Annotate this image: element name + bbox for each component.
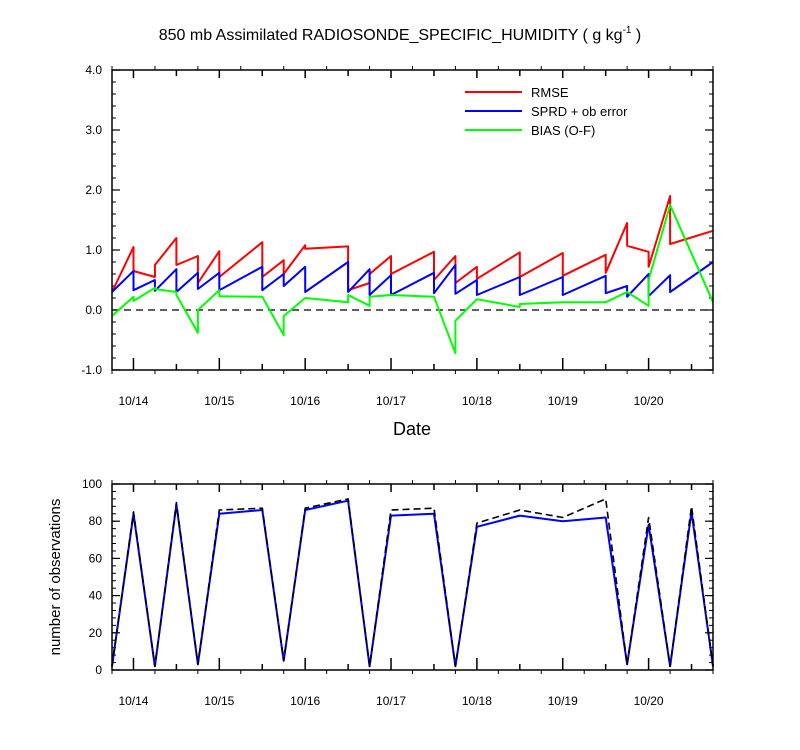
y-tick-label: 1.0: [85, 243, 102, 257]
observations-plot-frame: [111, 483, 714, 671]
y-tick-label: 3.0: [85, 123, 102, 137]
x-axis-label: Date: [393, 419, 431, 439]
rmse-plot-area: -1.0 0.0 1.0 2.0 3.0 4.0 10/14 10/15 10/16 10/17 1…: [81, 63, 714, 408]
x-tick-label: 10/16: [290, 694, 320, 708]
rmse-chart: -1.0 0.0 1.0 2.0 3.0 4.0 10/14 10/15 10/16 10/17 1…: [81, 63, 714, 439]
x-tick-label: 10/19: [548, 394, 578, 408]
y-tick-label: 60: [89, 551, 103, 565]
y-tick-label: 4.0: [85, 63, 102, 77]
observations-chart: 0 20 40 60 80 100 10/14 10/15 10/16 10/17 10/18 10/…: [47, 477, 714, 708]
series-line-assimilated-observations: [111, 499, 714, 668]
x-tick-label: 10/14: [118, 394, 148, 408]
y-tick-label: 2.0: [85, 183, 102, 197]
y-axis-label-observations: number of observations: [47, 499, 64, 656]
chart-title-main: 850 mb Assimilated RADIOSONDE_SPECIFIC_H…: [159, 27, 623, 44]
x-tick-label: 10/16: [290, 394, 320, 408]
rmse-plot-frame: [111, 69, 714, 371]
y-tick-label: 0: [95, 663, 102, 677]
series-line-bias-o-f: [111, 204, 714, 355]
chart-title: 850 mb Assimilated RADIOSONDE_SPECIFIC_H…: [159, 25, 642, 44]
x-tick-label: 10/20: [634, 394, 664, 408]
x-tick-label: 10/17: [376, 694, 406, 708]
legend-label: BIAS (O-F): [531, 123, 595, 138]
legend-label: SPRD + ob error: [531, 104, 628, 119]
x-tick-label: 10/15: [204, 694, 234, 708]
series-line-sprd-ob-error: [111, 261, 714, 298]
legend: RMSE SPRD + ob error BIAS (O-F): [465, 85, 628, 138]
observations-plot-area: 0 20 40 60 80 100 10/14 10/15 10/16 10/17 10/18 10/…: [82, 477, 714, 708]
x-tick-label: 10/19: [548, 694, 578, 708]
chart-title-end: ): [631, 27, 641, 44]
y-tick-label: 0.0: [85, 303, 102, 317]
chart-title-superscript: -1: [623, 25, 632, 36]
x-tick-label: 10/14: [118, 694, 148, 708]
series-line-rmse: [111, 195, 714, 293]
x-tick-label: 10/18: [462, 694, 492, 708]
x-tick-label: 10/18: [462, 394, 492, 408]
y-tick-label: 40: [89, 589, 103, 603]
legend-label: RMSE: [531, 85, 569, 100]
y-tick-label: 100: [82, 477, 102, 491]
y-tick-label: -1.0: [81, 363, 102, 377]
y-tick-label: 20: [89, 626, 103, 640]
x-tick-label: 10/17: [376, 394, 406, 408]
y-tick-label: 80: [89, 514, 103, 528]
series-line-total-observations: [111, 498, 714, 668]
x-tick-label: 10/15: [204, 394, 234, 408]
x-tick-label: 10/20: [634, 694, 664, 708]
